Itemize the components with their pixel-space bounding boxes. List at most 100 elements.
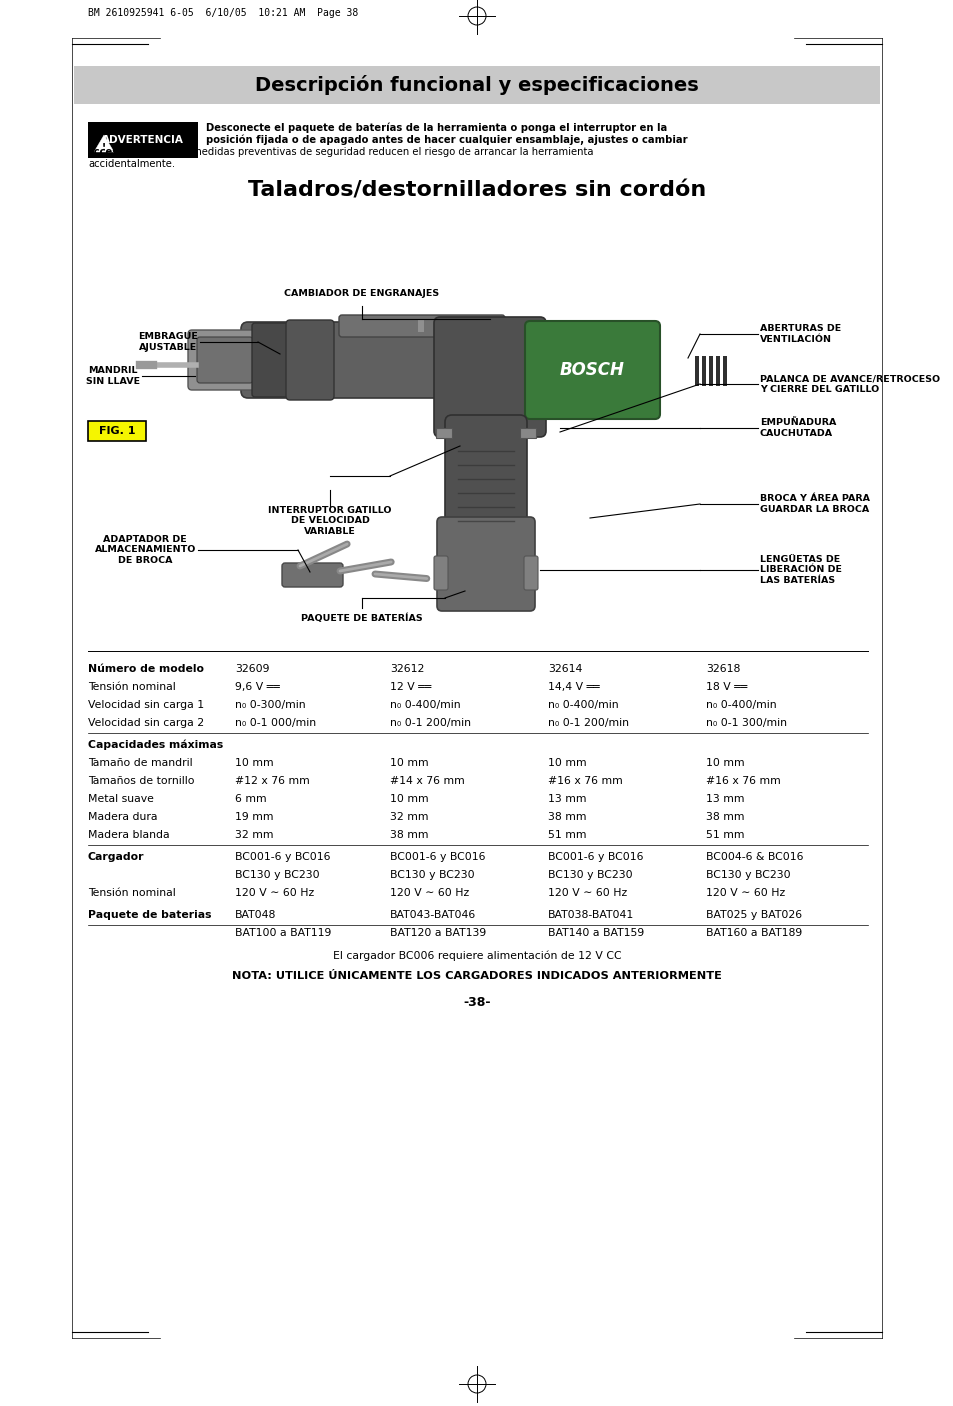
Text: Madera dura: Madera dura xyxy=(88,813,157,823)
Text: 13 mm: 13 mm xyxy=(547,794,586,804)
Text: 9,6 V ══: 9,6 V ══ xyxy=(234,682,279,692)
Text: 10 mm: 10 mm xyxy=(390,794,428,804)
FancyBboxPatch shape xyxy=(196,337,253,382)
Text: ABERTURAS DE
VENTILACIÓN: ABERTURAS DE VENTILACIÓN xyxy=(760,325,841,343)
Text: Tamaños de tornillo: Tamaños de tornillo xyxy=(88,776,194,786)
Text: BOSCH: BOSCH xyxy=(559,361,624,380)
Text: BAT100 a BAT119: BAT100 a BAT119 xyxy=(234,928,331,938)
Text: Tensión nominal: Tensión nominal xyxy=(88,682,175,692)
FancyBboxPatch shape xyxy=(434,555,448,591)
Bar xyxy=(716,356,720,387)
Text: Paquete de baterias: Paquete de baterias xyxy=(88,910,212,920)
Text: Madera blanda: Madera blanda xyxy=(88,830,170,839)
Text: #16 x 76 mm: #16 x 76 mm xyxy=(547,776,622,786)
Text: BC001-6 y BC016: BC001-6 y BC016 xyxy=(390,852,485,862)
Text: 13 mm: 13 mm xyxy=(705,794,743,804)
FancyBboxPatch shape xyxy=(286,321,334,399)
Text: 38 mm: 38 mm xyxy=(547,813,586,823)
Text: 38 mm: 38 mm xyxy=(705,813,743,823)
Bar xyxy=(722,356,726,387)
Bar xyxy=(436,427,452,439)
Text: Metal suave: Metal suave xyxy=(88,794,153,804)
Bar xyxy=(519,427,536,439)
Text: BAT120 a BAT139: BAT120 a BAT139 xyxy=(390,928,486,938)
Text: BM 2610925941 6-05  6/10/05  10:21 AM  Page 38: BM 2610925941 6-05 6/10/05 10:21 AM Page… xyxy=(88,8,358,18)
Text: BC130 y BC230: BC130 y BC230 xyxy=(705,870,790,880)
Text: 32612: 32612 xyxy=(390,664,424,673)
Bar xyxy=(74,66,879,104)
Bar xyxy=(88,420,146,441)
Text: Descripción funcional y especificaciones: Descripción funcional y especificaciones xyxy=(254,75,699,96)
Text: NOTA: UTILICE ÚNICAMENTE LOS CARGADORES INDICADOS ANTERIORMENTE: NOTA: UTILICE ÚNICAMENTE LOS CARGADORES … xyxy=(232,972,721,981)
Text: 32 mm: 32 mm xyxy=(234,830,274,839)
Text: n₀ 0-1 200/min: n₀ 0-1 200/min xyxy=(390,718,471,728)
Text: 10 mm: 10 mm xyxy=(547,758,586,768)
Text: ADVERTENCIA: ADVERTENCIA xyxy=(102,135,184,145)
Text: 120 V ∼ 60 Hz: 120 V ∼ 60 Hz xyxy=(390,889,469,898)
Bar xyxy=(88,122,198,157)
FancyBboxPatch shape xyxy=(338,315,504,337)
Text: BC130 y BC230: BC130 y BC230 xyxy=(234,870,319,880)
Text: FIG. 1: FIG. 1 xyxy=(99,426,135,436)
Text: 38 mm: 38 mm xyxy=(390,830,428,839)
Bar xyxy=(701,356,705,387)
Text: Tamaño de mandril: Tamaño de mandril xyxy=(88,758,193,768)
Text: 51 mm: 51 mm xyxy=(705,830,743,839)
Text: Taladros/destornilladores sin cordón: Taladros/destornilladores sin cordón xyxy=(248,181,705,201)
Text: BC001-6 y BC016: BC001-6 y BC016 xyxy=(547,852,643,862)
Text: BAT038-BAT041: BAT038-BAT041 xyxy=(547,910,634,920)
Text: 32618: 32618 xyxy=(705,664,740,673)
Text: n₀ 0-300/min: n₀ 0-300/min xyxy=(234,700,305,710)
Text: BAT140 a BAT159: BAT140 a BAT159 xyxy=(547,928,643,938)
Text: -38-: -38- xyxy=(463,995,490,1008)
FancyBboxPatch shape xyxy=(252,323,288,396)
Text: 6 mm: 6 mm xyxy=(234,794,266,804)
Text: BAT043-BAT046: BAT043-BAT046 xyxy=(390,910,476,920)
FancyBboxPatch shape xyxy=(282,562,343,586)
FancyBboxPatch shape xyxy=(188,330,262,389)
Text: n₀ 0-1 300/min: n₀ 0-1 300/min xyxy=(705,718,786,728)
Text: Dichas medidas preventivas de seguridad reducen el riesgo de arrancar la herrami: Dichas medidas preventivas de seguridad … xyxy=(152,148,593,157)
Text: BAT048: BAT048 xyxy=(234,910,276,920)
Text: 120 V ∼ 60 Hz: 120 V ∼ 60 Hz xyxy=(705,889,784,898)
Text: n₀ 0-1 200/min: n₀ 0-1 200/min xyxy=(547,718,628,728)
Text: INTERRUPTOR GATILLO
DE VELOCIDAD
VARIABLE: INTERRUPTOR GATILLO DE VELOCIDAD VARIABL… xyxy=(268,506,392,536)
Text: 120 V ∼ 60 Hz: 120 V ∼ 60 Hz xyxy=(234,889,314,898)
Text: PAQUETE DE BATERÍAS: PAQUETE DE BATERÍAS xyxy=(301,614,422,623)
Polygon shape xyxy=(94,135,113,152)
Bar xyxy=(417,321,423,332)
Text: 32614: 32614 xyxy=(547,664,581,673)
Text: LENGÜETAS DE
LIBERACIÓN DE
LAS BATERÍAS: LENGÜETAS DE LIBERACIÓN DE LAS BATERÍAS xyxy=(760,555,841,585)
FancyBboxPatch shape xyxy=(434,316,545,437)
Text: Velocidad sin carga 2: Velocidad sin carga 2 xyxy=(88,718,204,728)
Text: #14 x 76 mm: #14 x 76 mm xyxy=(390,776,464,786)
Text: EMBRAGUE
AJUSTABLE: EMBRAGUE AJUSTABLE xyxy=(138,332,198,352)
Text: 10 mm: 10 mm xyxy=(390,758,428,768)
Text: Velocidad sin carga 1: Velocidad sin carga 1 xyxy=(88,700,204,710)
Text: Desconecte el paquete de baterías de la herramienta o ponga el interruptor en la: Desconecte el paquete de baterías de la … xyxy=(206,122,666,134)
Text: CAMBIADOR DE ENGRANAJES: CAMBIADOR DE ENGRANAJES xyxy=(284,290,439,298)
Text: n₀ 0-400/min: n₀ 0-400/min xyxy=(390,700,460,710)
Text: Capacidades máximas: Capacidades máximas xyxy=(88,740,223,751)
Text: BAT160 a BAT189: BAT160 a BAT189 xyxy=(705,928,801,938)
Text: accidentalmente.: accidentalmente. xyxy=(88,159,175,169)
Text: accesorios.: accesorios. xyxy=(88,148,151,157)
Polygon shape xyxy=(138,361,150,368)
Text: #12 x 76 mm: #12 x 76 mm xyxy=(234,776,310,786)
Text: 10 mm: 10 mm xyxy=(705,758,744,768)
Text: 10 mm: 10 mm xyxy=(234,758,274,768)
Text: BC001-6 y BC016: BC001-6 y BC016 xyxy=(234,852,330,862)
Text: n₀ 0-400/min: n₀ 0-400/min xyxy=(547,700,618,710)
Text: Tensión nominal: Tensión nominal xyxy=(88,889,175,898)
Text: El cargador BC006 requiere alimentación de 12 V CC: El cargador BC006 requiere alimentación … xyxy=(333,950,620,962)
Text: PALANCA DE AVANCE/RETROCESO
Y CIERRE DEL GATILLO: PALANCA DE AVANCE/RETROCESO Y CIERRE DEL… xyxy=(760,374,939,394)
Text: 32 mm: 32 mm xyxy=(390,813,428,823)
Text: ADAPTADOR DE
ALMACENAMIENTO
DE BROCA: ADAPTADOR DE ALMACENAMIENTO DE BROCA xyxy=(94,536,195,565)
Text: Cargador: Cargador xyxy=(88,852,144,862)
FancyBboxPatch shape xyxy=(436,517,535,612)
Text: BC130 y BC230: BC130 y BC230 xyxy=(390,870,475,880)
Bar xyxy=(708,356,712,387)
Text: BC130 y BC230: BC130 y BC230 xyxy=(547,870,632,880)
FancyBboxPatch shape xyxy=(444,415,526,536)
FancyBboxPatch shape xyxy=(241,322,584,398)
